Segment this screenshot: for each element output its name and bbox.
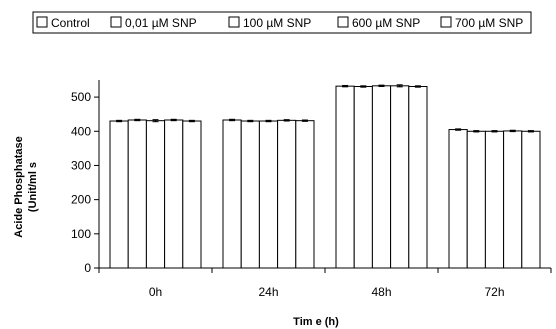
legend-frame <box>32 11 532 34</box>
bar-2-2 <box>371 85 392 269</box>
y-tick-label-400: 400 <box>71 124 91 138</box>
bar-2-3 <box>390 85 410 269</box>
bar-1-0 <box>222 119 242 269</box>
bar-3-1 <box>466 130 486 269</box>
bar-3-3 <box>503 130 523 269</box>
bar-2-0 <box>335 85 355 269</box>
y-axis-title-line2: (Unit/ml s <box>27 162 39 212</box>
bar-0-2 <box>145 120 166 269</box>
y-tick-label-100: 100 <box>71 227 91 241</box>
bar-3-0 <box>448 129 468 269</box>
bar-0-3 <box>164 119 184 269</box>
y-axis-title-line1: Acide Phosphatase <box>13 136 25 237</box>
bar-1-1 <box>240 120 260 269</box>
legend-swatch-1 <box>110 16 122 28</box>
legend-swatch-0 <box>36 16 48 28</box>
x-tick-label-0: 0h <box>149 285 162 299</box>
x-tick-label-2: 48h <box>371 285 391 299</box>
y-axis: 0 100 200 300 400 500 <box>71 80 100 275</box>
bar-1-4 <box>295 120 315 269</box>
bar-1-3 <box>277 119 297 269</box>
y-tick-label-300: 300 <box>71 158 91 172</box>
y-tick-label-0: 0 <box>84 261 91 275</box>
bar-0-1 <box>127 119 147 269</box>
x-axis-title: Tim e (h) <box>293 316 339 328</box>
y-tick-label-500: 500 <box>71 90 91 104</box>
bar-2-4 <box>408 85 428 269</box>
bar-0-0 <box>109 120 129 269</box>
x-axis: 0h 24h 48h 72h <box>98 267 552 299</box>
legend-swatch-2 <box>228 16 240 28</box>
bar-1-2 <box>258 120 279 269</box>
legend-label-4: 700 µM SNP <box>455 16 523 30</box>
bar-3-4 <box>521 130 541 269</box>
bar-3-2 <box>484 130 505 269</box>
y-tick-label-200: 200 <box>71 193 91 207</box>
legend-label-0: Control <box>51 16 90 30</box>
legend-label-3: 600 µM SNP <box>352 16 420 30</box>
legend-swatch-3 <box>337 16 349 28</box>
bar-0-4 <box>182 120 202 269</box>
bar-2-1 <box>353 85 373 269</box>
legend-label-2: 100 µM SNP <box>243 16 311 30</box>
legend-label-1: 0,01 µM SNP <box>125 16 197 30</box>
bars <box>109 84 541 269</box>
legend: Control 0,01 µM SNP 100 µM SNP 600 µM SNP 70… <box>32 11 532 34</box>
legend-swatch-4 <box>440 16 452 28</box>
x-tick-label-1: 24h <box>258 285 278 299</box>
x-tick-label-3: 72h <box>484 285 504 299</box>
